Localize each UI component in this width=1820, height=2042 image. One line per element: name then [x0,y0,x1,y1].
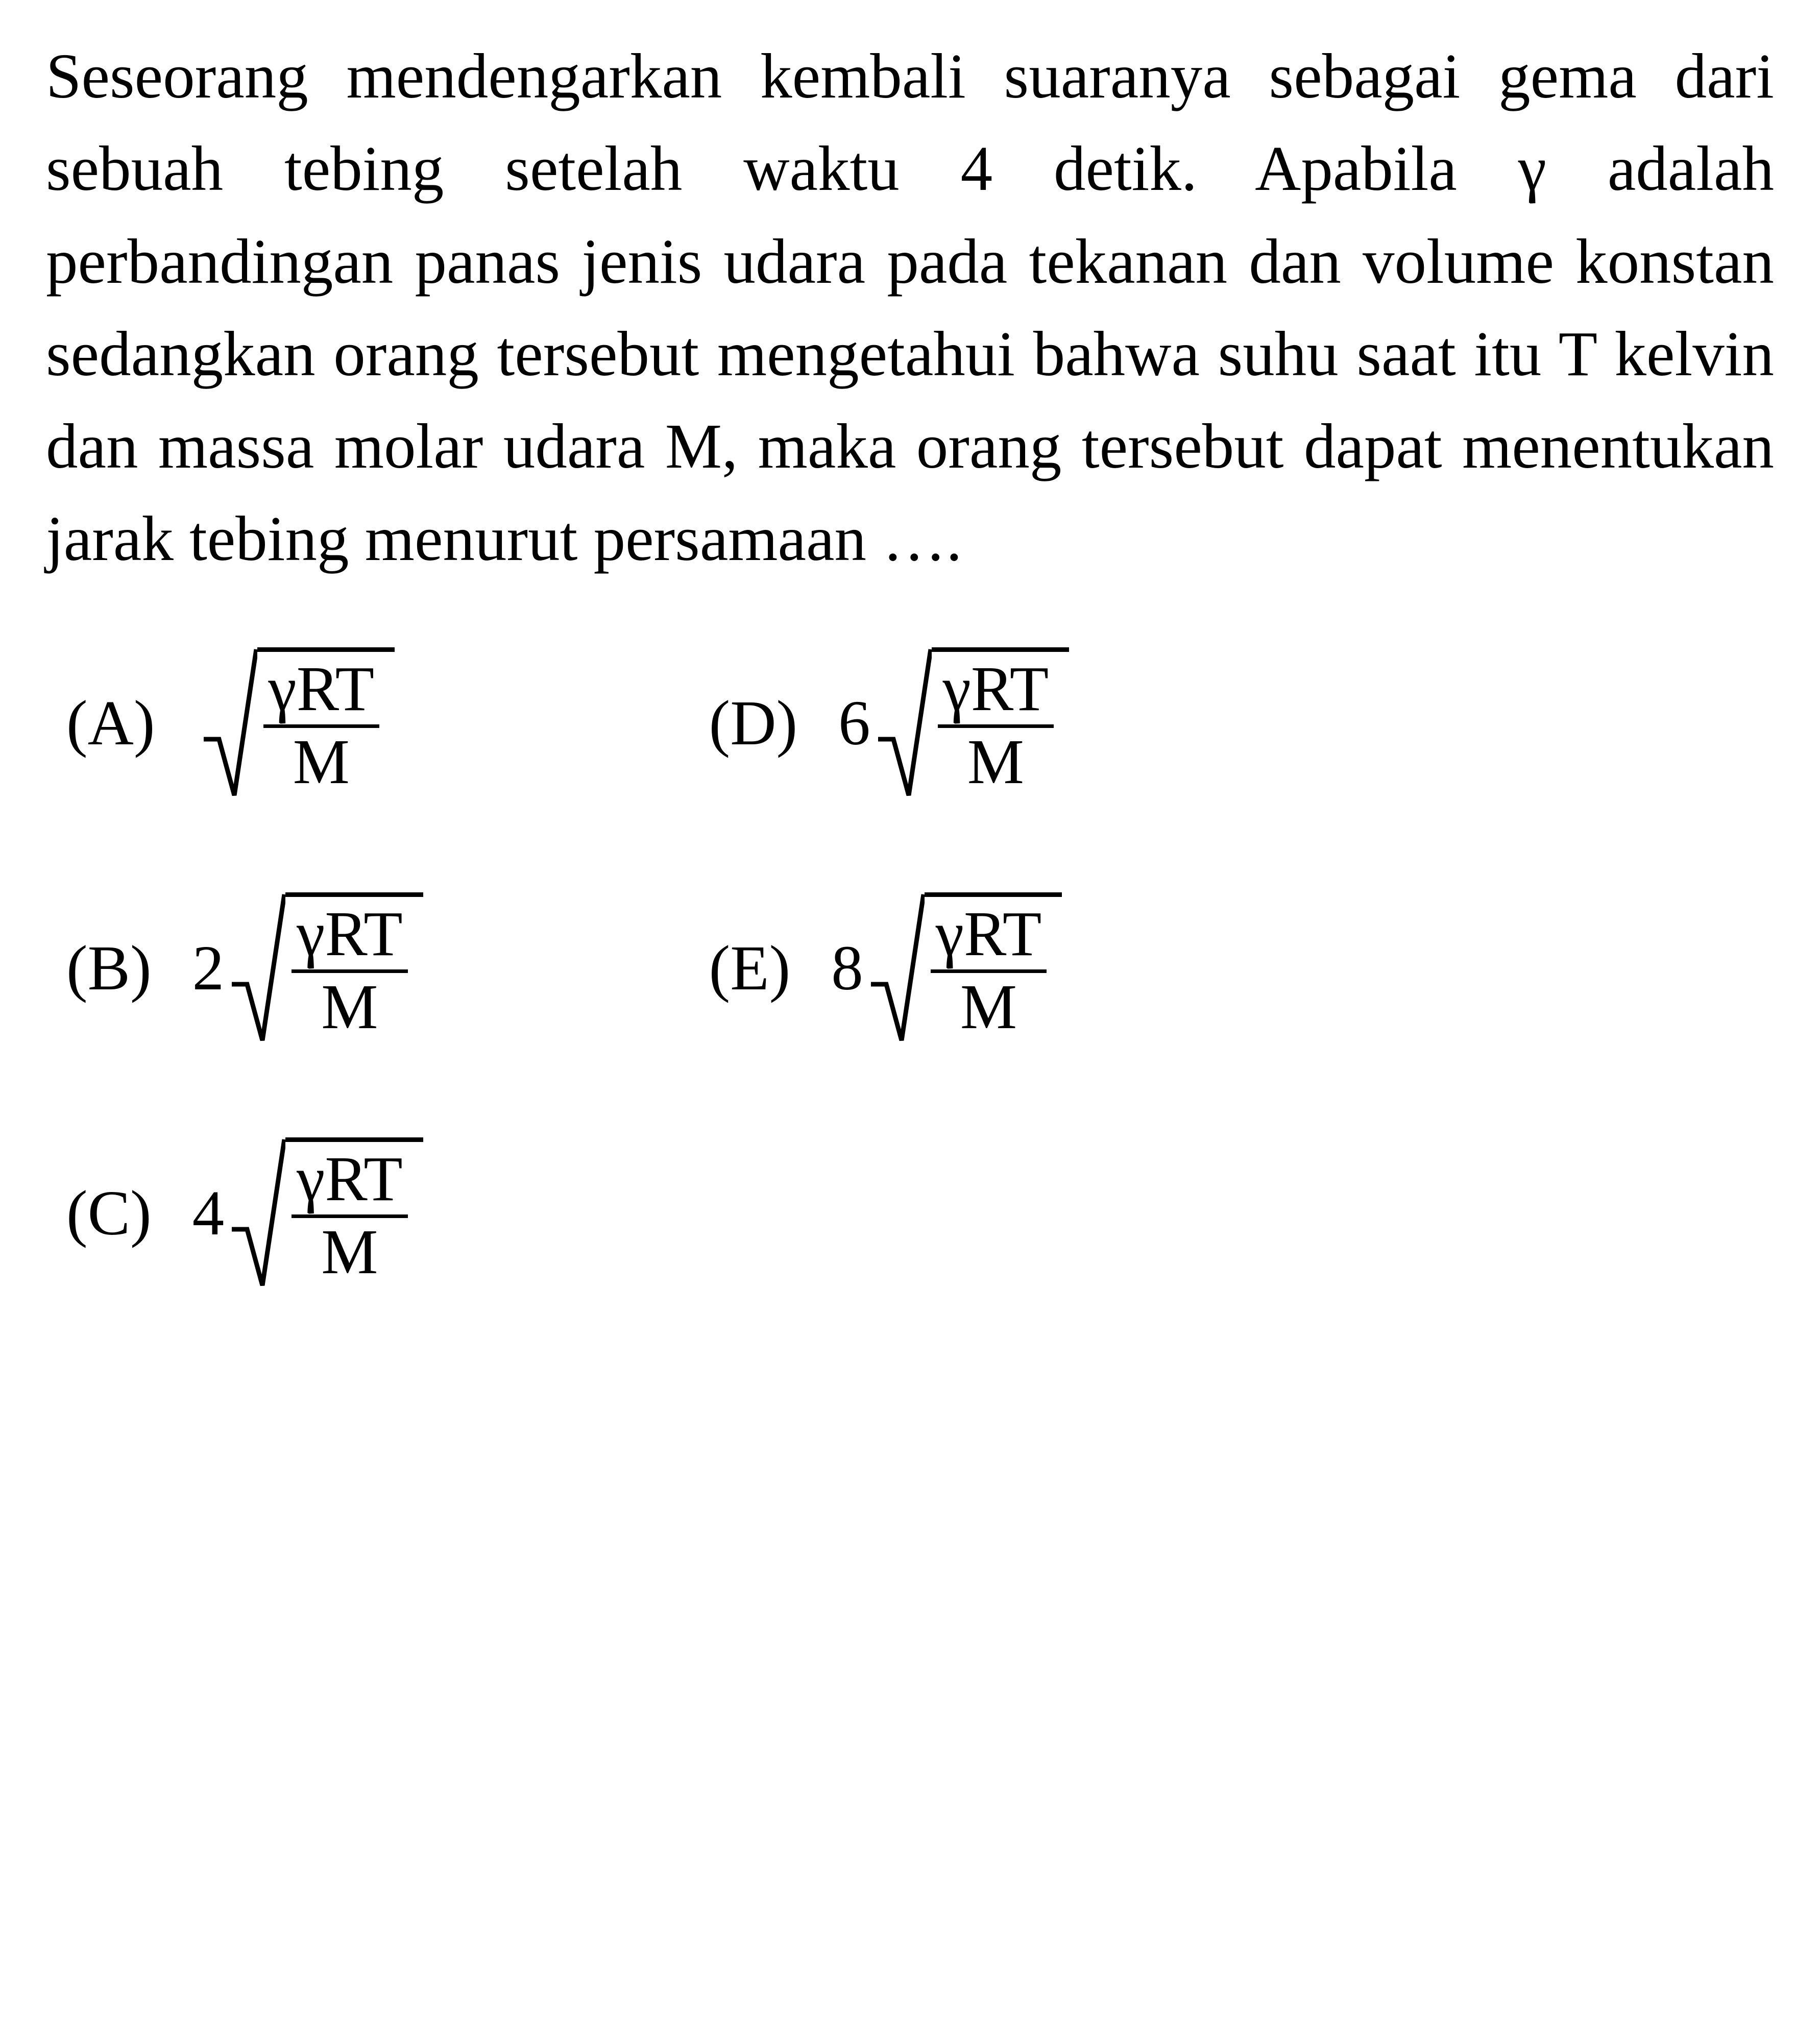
denominator: M [288,728,355,797]
option-label: (C) [66,1182,152,1246]
option-a: (A) γRT M [66,647,423,800]
denominator: M [316,973,383,1042]
option-coefficient: 2 [192,937,225,1001]
radicand: γRT M [925,892,1062,1046]
radicand: γRT M [932,647,1069,800]
radicand: γRT M [285,1137,423,1291]
fraction: γRT M [292,1145,407,1287]
option-e: (E) 8 γRT M [709,892,1070,1046]
option-coefficient: 6 [838,692,870,756]
option-label: (E) [709,937,791,1001]
sqrt-expression: γRT M [229,1137,423,1291]
option-b: (B) 2 γRT M [66,892,423,1046]
radicand: γRT M [257,647,395,800]
option-label: (D) [709,692,798,756]
numerator: γRT [263,655,379,724]
page: Seseorang mendengarkan kembali suaranya … [0,0,1820,2042]
fraction: γRT M [931,900,1047,1042]
question-text: Seseorang mendengarkan kembali suaranya … [46,31,1774,586]
options-left-column: (A) γRT M (B) 2 [66,647,423,1291]
denominator: M [316,1218,383,1287]
radical-icon [876,647,932,800]
fraction: γRT M [292,900,407,1042]
sqrt-expression: γRT M [229,892,423,1046]
numerator: γRT [292,900,407,969]
radical-icon [229,1137,285,1291]
options-container: (A) γRT M (B) 2 [46,647,1774,1291]
denominator: M [962,728,1029,797]
option-label: (B) [66,937,152,1001]
option-c: (C) 4 γRT M [66,1137,423,1291]
radical-icon [229,892,285,1046]
radical-icon [868,892,925,1046]
numerator: γRT [938,655,1054,724]
sqrt-expression: γRT M [876,647,1069,800]
radicand: γRT M [285,892,423,1046]
option-d: (D) 6 γRT M [709,647,1070,800]
radical-icon [201,647,257,800]
numerator: γRT [931,900,1047,969]
options-right-column: (D) 6 γRT M (E) 8 [709,647,1070,1291]
fraction: γRT M [938,655,1054,797]
fraction: γRT M [263,655,379,797]
question-body: Seseorang mendengarkan kembali suaranya … [46,41,1774,574]
option-label: (A) [66,692,155,756]
sqrt-expression: γRT M [201,647,395,800]
option-coefficient: 8 [831,937,863,1001]
numerator: γRT [292,1145,407,1214]
denominator: M [955,973,1022,1042]
sqrt-expression: γRT M [868,892,1062,1046]
option-coefficient: 4 [192,1182,225,1246]
